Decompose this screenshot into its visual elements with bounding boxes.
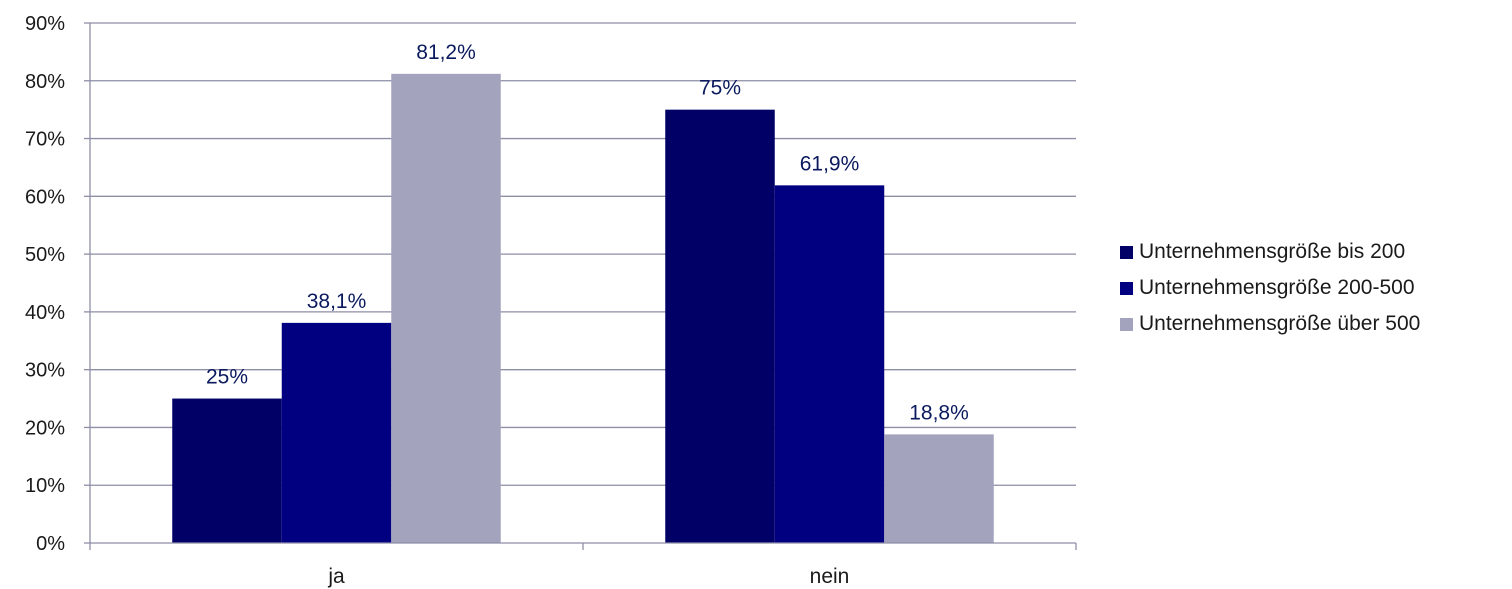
y-tick-label: 90% — [25, 13, 65, 35]
y-tick-label: 70% — [25, 129, 65, 151]
legend-item: Unternehmensgröße bis 200 — [1120, 238, 1420, 266]
x-category-label: nein — [810, 565, 850, 588]
x-category-label: ja — [327, 565, 345, 588]
data-labels: 25% 38,1% 81,2% 75% 61,9% 18,8% — [206, 41, 969, 425]
legend: Unternehmensgröße bis 200 Unternehmensgrö… — [1120, 238, 1420, 346]
legend-label: Unternehmensgröße bis 200 — [1139, 240, 1406, 263]
data-label: 75% — [699, 77, 741, 100]
data-label: 81,2% — [416, 41, 476, 64]
legend-swatch — [1120, 317, 1133, 331]
bar — [774, 185, 885, 543]
y-axis-ticks: 0% 10% 20% 30% 40% 50% 60% 70% 80% 90% — [25, 13, 90, 555]
y-tick-label: 50% — [25, 244, 65, 266]
legend-swatch — [1120, 245, 1133, 259]
legend-swatch — [1120, 281, 1133, 295]
legend-item: Unternehmensgröße über 500 — [1120, 310, 1420, 338]
y-tick-label: 10% — [25, 475, 65, 497]
y-tick-label: 40% — [25, 302, 65, 324]
y-tick-label: 80% — [25, 71, 65, 93]
data-label: 38,1% — [307, 290, 367, 313]
data-label: 61,9% — [800, 152, 860, 175]
legend-label: Unternehmensgröße über 500 — [1139, 312, 1421, 335]
data-label: 18,8% — [909, 401, 969, 424]
bars — [172, 73, 994, 544]
bar — [665, 109, 775, 544]
bar — [281, 322, 392, 543]
bar — [884, 434, 994, 543]
y-tick-label: 60% — [25, 186, 65, 208]
bar — [172, 398, 282, 543]
y-tick-label: 30% — [25, 360, 65, 382]
bar — [391, 73, 501, 543]
legend-label: Unternehmensgröße 200-500 — [1139, 276, 1415, 299]
y-tick-label: 20% — [25, 417, 65, 439]
x-axis: ja nein — [89, 23, 1077, 588]
y-tick-label: 0% — [36, 533, 65, 555]
data-label: 25% — [206, 366, 248, 389]
legend-item: Unternehmensgröße 200-500 — [1120, 274, 1420, 302]
